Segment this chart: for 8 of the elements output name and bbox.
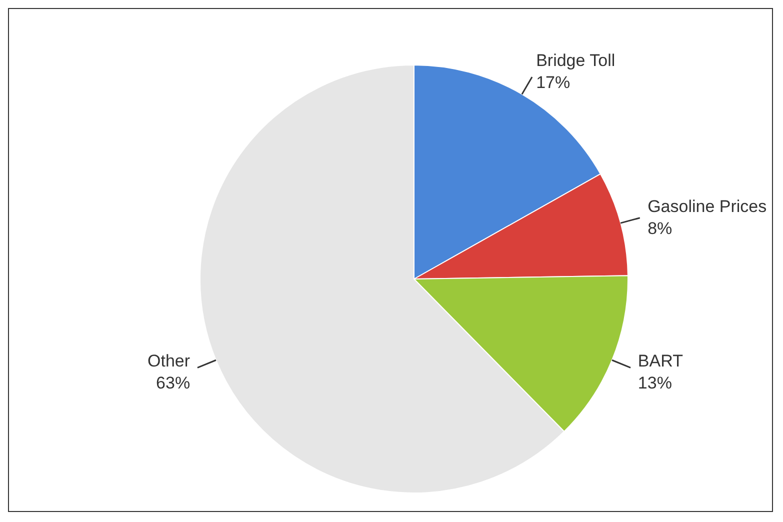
data-label: 63% [156,374,190,393]
data-label: 8% [648,218,672,238]
data-label: 13% [638,374,672,393]
slice-label: Bridge Toll [536,51,616,70]
data-label: 17% [536,73,570,92]
slice-label: Other [148,352,190,371]
slice-label: Gasoline Prices [648,196,767,216]
slice-label: BART [638,352,683,371]
